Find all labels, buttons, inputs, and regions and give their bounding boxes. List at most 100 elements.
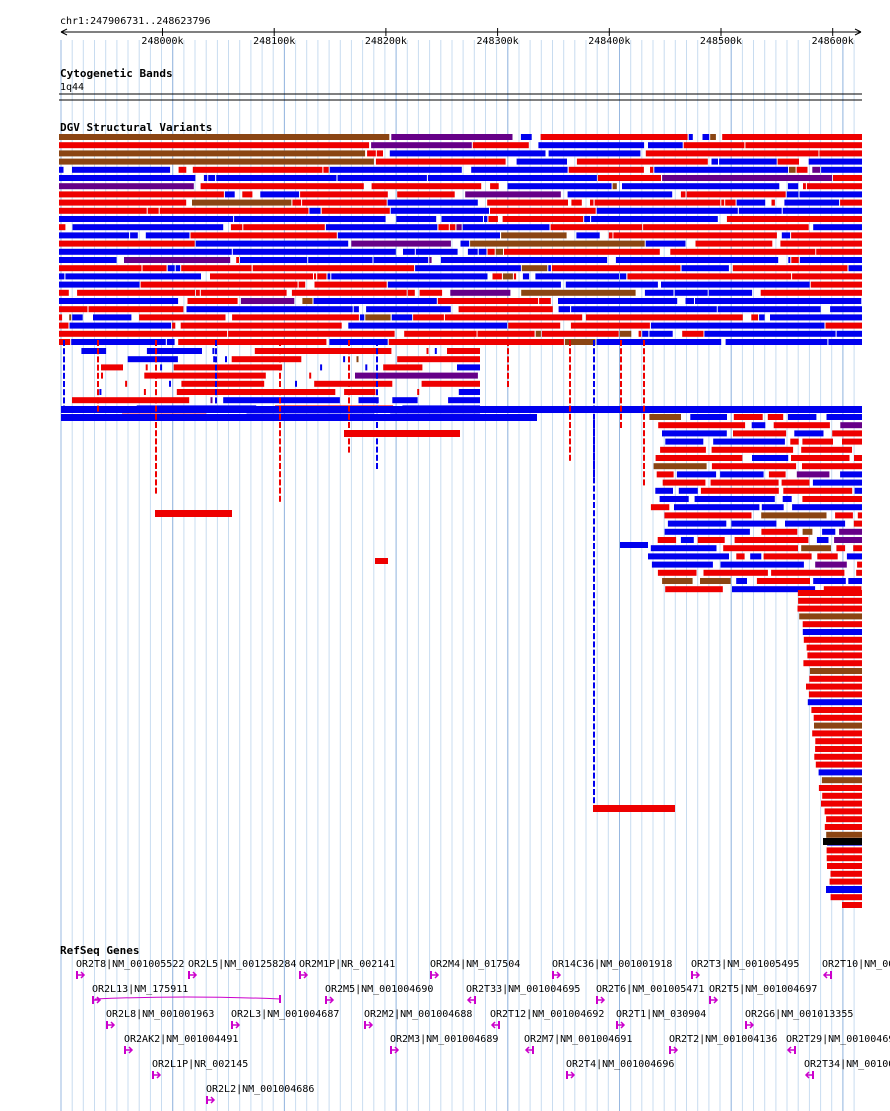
dgv-variant-feature[interactable] (279, 479, 281, 486)
dgv-variant-feature[interactable] (413, 314, 444, 321)
dgv-variant-feature[interactable] (323, 166, 329, 173)
dgv-variant-feature[interactable] (127, 356, 178, 363)
dgv-variant-feature[interactable] (383, 364, 423, 371)
dgv-variant-feature[interactable] (826, 816, 862, 823)
dgv-variant-feature[interactable] (703, 569, 768, 576)
dgv-variant-feature[interactable] (59, 158, 374, 165)
dgv-variant-feature[interactable] (833, 175, 862, 181)
dgv-variant-feature[interactable] (507, 372, 509, 379)
dgv-variant-feature[interactable] (792, 273, 862, 280)
dgv-variant-feature[interactable] (854, 455, 862, 461)
dgv-variant-feature[interactable] (857, 512, 862, 519)
dgv-variant-feature[interactable] (348, 389, 350, 396)
dgv-variant-feature[interactable] (596, 339, 722, 345)
dgv-variant-feature[interactable] (854, 487, 862, 494)
dgv-variant-feature[interactable] (593, 372, 595, 379)
dgv-variant-feature[interactable] (507, 183, 612, 190)
dgv-variant-feature[interactable] (397, 356, 480, 363)
dgv-variant-feature[interactable] (279, 454, 281, 461)
dgv-variant-feature[interactable] (674, 504, 760, 511)
dgv-variant-feature[interactable] (295, 380, 297, 387)
dgv-variant-feature[interactable] (144, 372, 266, 379)
dgv-variant-feature[interactable] (243, 224, 325, 231)
dgv-variant-feature[interactable] (376, 438, 378, 445)
dgv-variant-feature[interactable] (495, 248, 503, 255)
dgv-variant-feature[interactable] (576, 158, 708, 165)
gene-strand-forward-icon[interactable] (108, 1021, 116, 1029)
dgv-variant-feature[interactable] (145, 364, 148, 371)
dgv-variant-feature[interactable] (213, 356, 216, 363)
dgv-variant-feature[interactable] (487, 248, 495, 255)
dgv-variant-feature[interactable] (784, 199, 840, 206)
dgv-variant-feature[interactable] (593, 420, 595, 426)
dgv-variant-feature[interactable] (146, 348, 202, 354)
dgv-variant-feature[interactable] (465, 191, 561, 198)
dgv-variant-feature[interactable] (806, 644, 862, 651)
dgv-variant-feature[interactable] (449, 224, 456, 231)
dgv-variant-feature[interactable] (142, 265, 167, 272)
dgv-variant-feature[interactable] (816, 537, 829, 543)
dgv-variant-feature[interactable] (59, 183, 194, 190)
dgv-variant-feature[interactable] (802, 496, 862, 502)
dgv-variant-feature[interactable] (376, 405, 378, 412)
dgv-variant-feature[interactable] (591, 216, 718, 222)
dgv-variant-feature[interactable] (59, 207, 147, 214)
dgv-variant-feature[interactable] (447, 348, 480, 354)
dgv-variant-feature[interactable] (736, 199, 766, 206)
gene-strand-forward-icon[interactable] (301, 971, 309, 979)
dgv-variant-feature[interactable] (440, 257, 608, 263)
dgv-variant-feature[interactable] (593, 674, 595, 681)
dgv-variant-feature[interactable] (571, 199, 582, 206)
dgv-variant-feature[interactable] (830, 870, 863, 877)
dgv-variant-feature[interactable] (620, 397, 622, 404)
dgv-variant-feature[interactable] (429, 257, 432, 263)
dgv-variant-feature[interactable] (279, 364, 281, 371)
gene-strand-forward-icon[interactable] (94, 996, 102, 1004)
dgv-variant-feature[interactable] (65, 273, 202, 280)
dgv-variant-feature[interactable] (853, 545, 862, 552)
dgv-variant-feature[interactable] (376, 340, 378, 346)
dgv-variant-feature[interactable] (520, 134, 532, 140)
dgv-variant-feature[interactable] (397, 191, 455, 198)
dgv-variant-feature[interactable] (733, 414, 763, 420)
dgv-variant-feature[interactable] (811, 707, 862, 713)
dgv-variant-feature[interactable] (596, 207, 738, 214)
dgv-variant-feature[interactable] (460, 240, 470, 247)
dgv-variant-feature[interactable] (97, 356, 99, 363)
dgv-variant-feature[interactable] (593, 444, 595, 451)
dgv-variant-feature[interactable] (796, 471, 830, 478)
dgv-variant-feature[interactable] (816, 248, 862, 255)
dgv-variant-feature[interactable] (664, 512, 752, 519)
dgv-variant-feature[interactable] (300, 191, 388, 198)
dgv-variant-feature[interactable] (355, 372, 478, 379)
dgv-variant-feature[interactable] (767, 414, 784, 420)
dgv-variant-feature[interactable] (830, 306, 862, 313)
dgv-variant-feature[interactable] (59, 289, 69, 296)
dgv-variant-feature[interactable] (279, 397, 281, 404)
dgv-variant-feature[interactable] (61, 406, 862, 413)
dgv-variant-feature[interactable] (458, 389, 480, 395)
dgv-variant-feature[interactable] (279, 389, 281, 396)
dgv-variant-feature[interactable] (797, 590, 862, 596)
dgv-variant-feature[interactable] (376, 150, 383, 157)
dgv-variant-feature[interactable] (321, 207, 390, 214)
dgv-variant-feature[interactable] (786, 191, 799, 198)
dgv-variant-feature[interactable] (502, 216, 584, 222)
dgv-variant-feature[interactable] (840, 199, 862, 206)
dgv-variant-feature[interactable] (643, 422, 645, 428)
dgv-variant-feature[interactable] (593, 405, 595, 412)
dgv-variant-feature[interactable] (59, 166, 64, 173)
dgv-variant-feature[interactable] (279, 381, 281, 387)
dgv-variant-feature[interactable] (807, 652, 862, 659)
dgv-variant-feature[interactable] (686, 191, 786, 198)
dgv-variant-feature[interactable] (593, 397, 595, 404)
gene-strand-forward-icon[interactable] (568, 1071, 576, 1079)
dgv-variant-feature[interactable] (708, 289, 753, 296)
dgv-variant-feature[interactable] (773, 422, 830, 429)
dgv-variant-feature[interactable] (690, 414, 727, 420)
dgv-variant-feature[interactable] (839, 528, 862, 535)
dgv-variant-feature[interactable] (593, 731, 595, 738)
dgv-variant-feature[interactable] (826, 855, 862, 862)
dgv-variant-feature[interactable] (59, 281, 140, 288)
dgv-variant-feature[interactable] (620, 422, 622, 428)
